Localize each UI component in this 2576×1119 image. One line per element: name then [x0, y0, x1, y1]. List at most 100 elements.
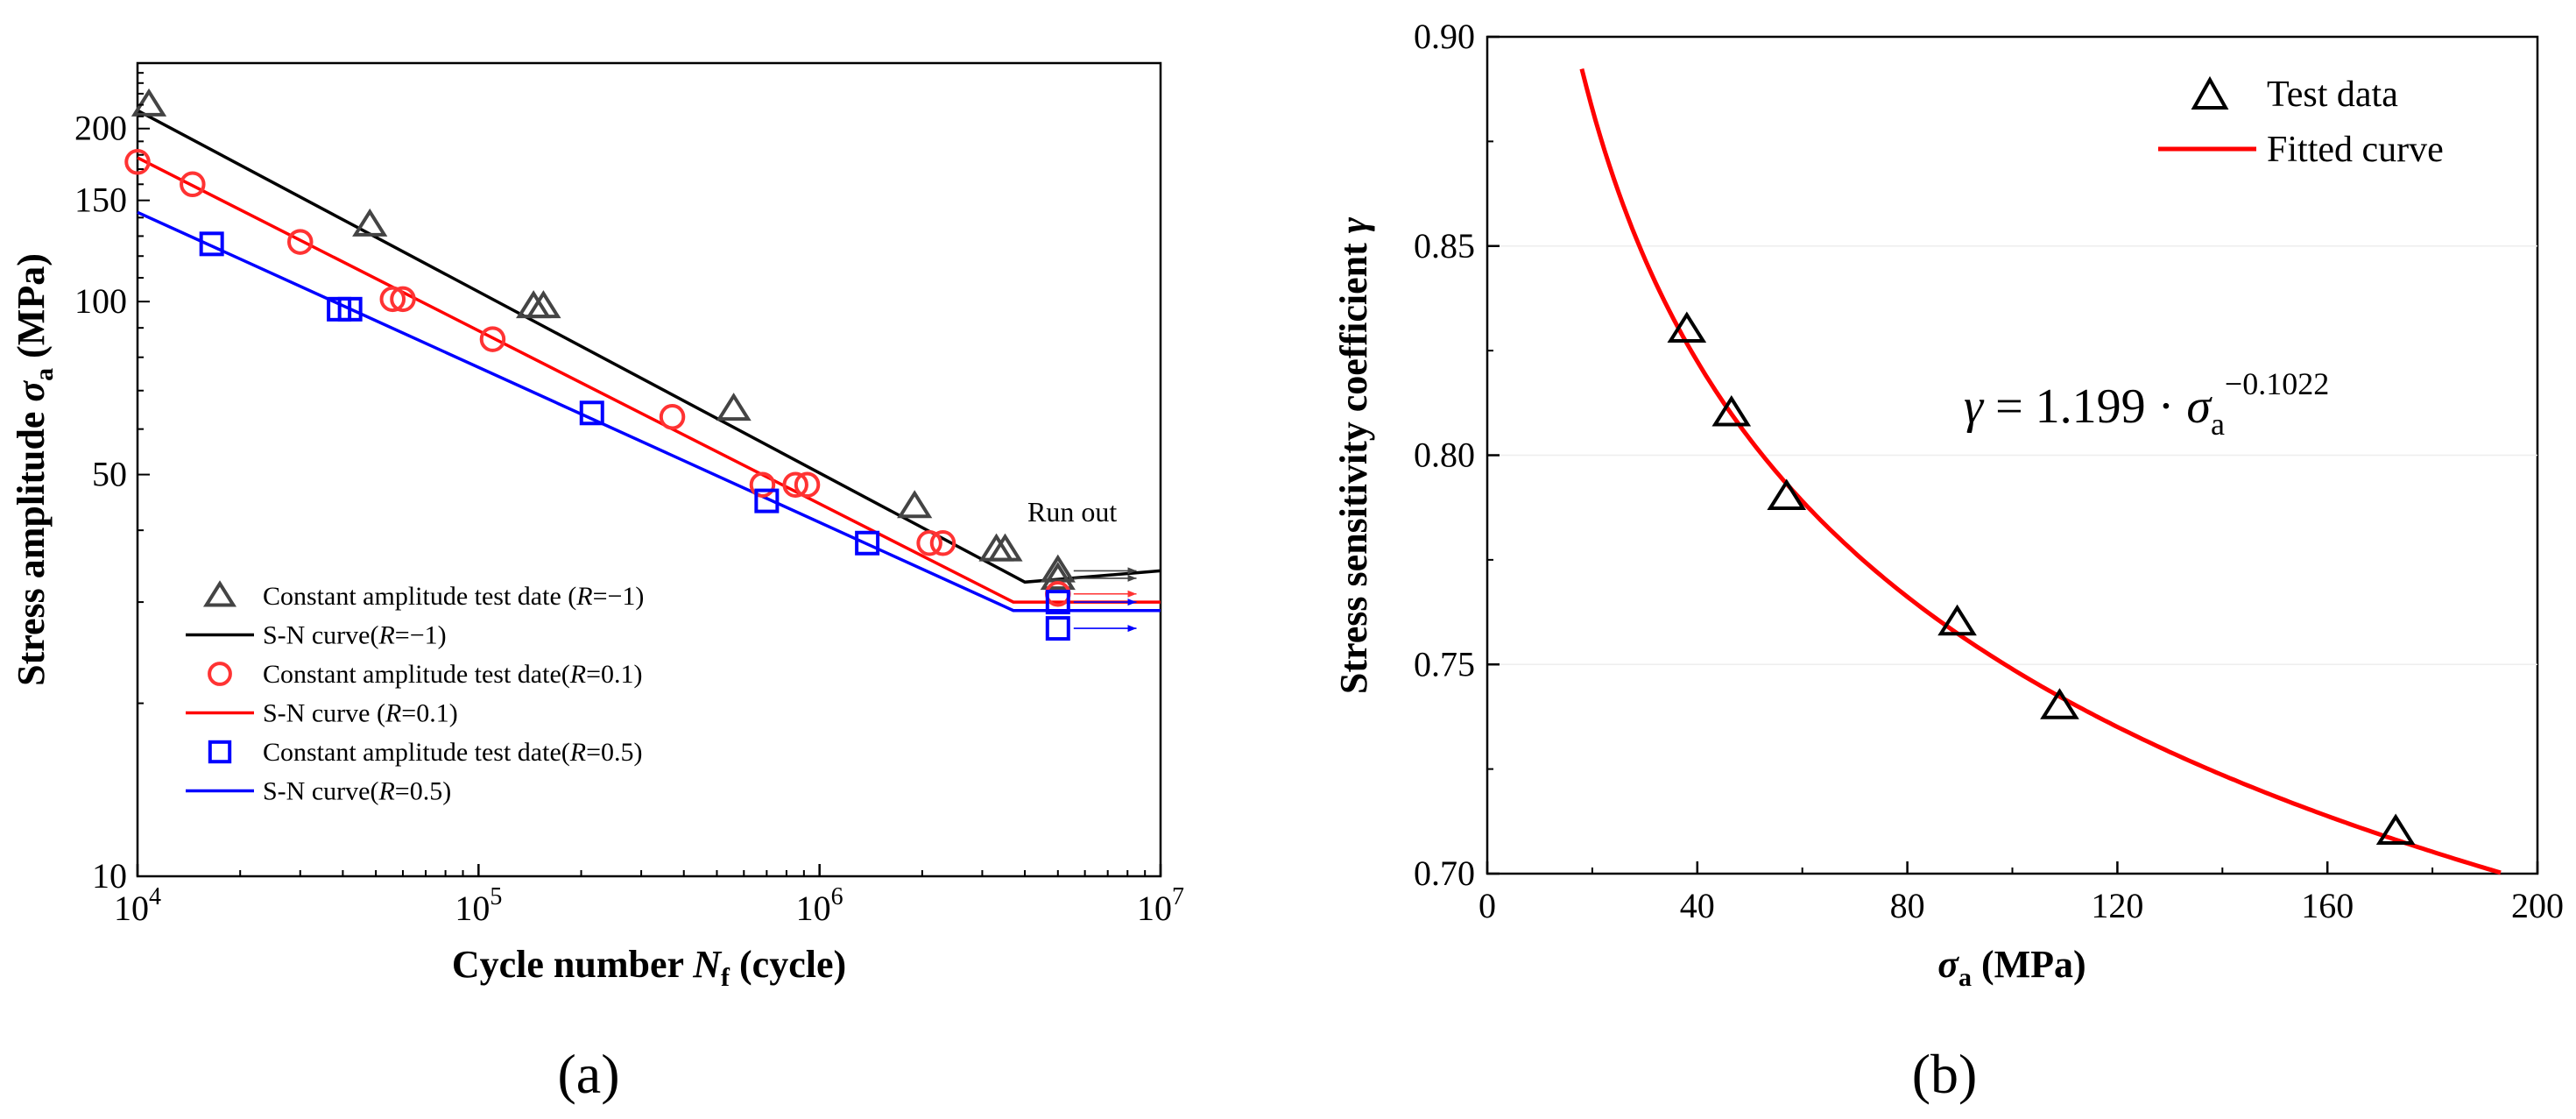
legend-b-label-fitted-curve: Fitted curve [2267, 130, 2444, 170]
fitted-curve [1579, 67, 2502, 875]
y-tick-label-b: 0.90 [1414, 17, 1475, 56]
data-point-circle [749, 471, 776, 498]
legend-a-label-5: S-N curve(R=0.5) [263, 777, 451, 806]
runout-arrow-head [1127, 590, 1137, 598]
legend-a-label-value: =−1) [593, 582, 645, 611]
legend-a-label-r: R [569, 660, 586, 689]
test-data-point [2040, 688, 2079, 719]
x-tick-label-a-exp: 6 [831, 883, 843, 910]
x-axis-label-b-sub: a [1958, 963, 1972, 992]
test-data-point [2375, 813, 2416, 845]
x-axis-label-a-symbol: N [692, 943, 723, 986]
x-tick-label-a-base: 10 [114, 889, 149, 928]
x-axis-label-a: Cycle number Nf (cycle) [452, 943, 846, 992]
legend-a-label-r: R [385, 699, 401, 728]
legend-a-label-r: R [569, 738, 586, 767]
equation-sub: a [2211, 407, 2225, 442]
panel-b: 0 40 80 120 160 200 0.70 0.75 0.80 0.85 0.90 γ = … [1332, 17, 2564, 1105]
data-point-triangle [1040, 554, 1076, 583]
y-tick-label-a: 50 [92, 455, 127, 494]
x-tick-label-b: 200 [2511, 886, 2564, 925]
x-axis-label-b-post: (MPa) [1972, 943, 2086, 986]
equation-exponent: −0.1022 [2225, 366, 2329, 401]
test-data-point [1711, 394, 1752, 427]
test-data-point [1667, 311, 1707, 343]
x-tick-label-a-base: 10 [455, 889, 490, 928]
data-point-circle [929, 530, 956, 556]
equation-lhs: γ [1964, 379, 1985, 434]
x-tick-label-a-exp: 4 [149, 883, 161, 910]
y-tick-label-b: 0.70 [1414, 853, 1475, 893]
data-point-circle [180, 171, 206, 198]
data-point-circle [379, 286, 406, 313]
legend-b: Test data Fitted curve [2158, 74, 2444, 170]
legend-a-label-text: Constant amplitude test date( [263, 738, 570, 767]
data-point-circle [287, 229, 314, 255]
x-tick-label-a-base: 10 [1137, 889, 1172, 928]
legend-a-label-text: Constant amplitude test date ( [263, 582, 576, 611]
y-tick-label-a: 10 [92, 856, 127, 896]
legend-a-label-r: R [378, 777, 394, 806]
legend-a-label-1: S-N curve(R=−1) [263, 621, 447, 650]
data-point-triangle [897, 490, 933, 519]
y-tick-label-b: 0.75 [1414, 644, 1475, 683]
x-tick-label-b: 0 [1479, 886, 1496, 925]
data-point-square [1045, 616, 1070, 641]
legend-a-label-0: Constant amplitude test date (R=−1) [263, 582, 644, 611]
legend-a-label-text: Constant amplitude test date( [263, 660, 570, 689]
fit-equation: γ = 1.199 · σa−0.1022 [1964, 366, 2329, 442]
legend-b-triangle-marker [2191, 75, 2229, 110]
legend-a: Constant amplitude test date (R=−1)S-N c… [186, 580, 644, 806]
data-point-triangle [716, 393, 752, 421]
legend-a-marker-circle [208, 662, 232, 686]
legend-a-label-2: Constant amplitude test date(R=0.1) [263, 660, 643, 689]
legend-a-label-value: =−1) [395, 621, 447, 650]
runout-arrow-head [1127, 625, 1137, 633]
legend-a-label-text: S-N curve( [263, 777, 378, 806]
data-point-circle [916, 530, 942, 556]
x-tick-label-b: 40 [1680, 886, 1715, 925]
y-axis-label-a-symbol: σ [10, 380, 53, 402]
x-axis-label-a-sub: f [721, 963, 730, 992]
legend-a-label-4: Constant amplitude test date(R=0.5) [263, 738, 643, 767]
legend-a-label-value: =0.1) [586, 660, 642, 689]
data-point-circle [124, 149, 151, 175]
runout-arrow-head [1127, 567, 1137, 575]
data-point-square [199, 231, 224, 257]
y-axis-label-b: Stress sensitivity coefficient γ [1332, 216, 1375, 694]
run-out-annotation: Run out [1027, 496, 1117, 528]
sn-curve-line-3 [137, 156, 1161, 604]
data-point-circle [782, 471, 808, 498]
panel-label-a: (a) [557, 1043, 619, 1105]
data-point-square [579, 400, 604, 426]
x-tick-label-b: 120 [2091, 886, 2143, 925]
sn-curve-line-5 [137, 210, 1161, 613]
x-axis-label-a-post: (cycle) [730, 943, 846, 986]
y-axis-label-a-post: (MPa) [10, 253, 53, 368]
x-axis-label-a-pre: Cycle number [452, 943, 693, 986]
data-point-triangle [987, 533, 1023, 562]
test-data-point [1767, 478, 1807, 510]
y-axis-label-a: Stress amplitude σa (MPa) [10, 253, 59, 686]
x-tick-label-a-exp: 5 [490, 883, 502, 910]
legend-a-label-r: R [378, 621, 394, 650]
legend-a-label-value: =0.5) [586, 738, 642, 767]
legend-a-label-text: S-N curve( [263, 621, 378, 650]
data-point-square [1045, 590, 1070, 615]
x-tick-label-a: 107 [1137, 883, 1184, 928]
legend-a-label-value: =0.1) [401, 699, 457, 728]
data-point-square [337, 296, 363, 322]
data-point-triangle [131, 88, 167, 117]
legend-a-label-value: =0.5) [395, 777, 451, 806]
legend-a-marker-triangle [202, 580, 237, 607]
legend-a-label-r: R [575, 582, 592, 611]
equation-body: = 1.199 · [1983, 379, 2186, 434]
equation-symbol: σ [2186, 379, 2213, 434]
x-tick-label-a-exp: 7 [1172, 883, 1184, 910]
data-point-circle [390, 286, 416, 313]
y-tick-label-b: 0.85 [1414, 226, 1475, 266]
y-axis-label-b-symbol: γ [1332, 216, 1375, 233]
y-axis-label-b-pre: Stress sensitivity coefficient [1332, 233, 1375, 694]
